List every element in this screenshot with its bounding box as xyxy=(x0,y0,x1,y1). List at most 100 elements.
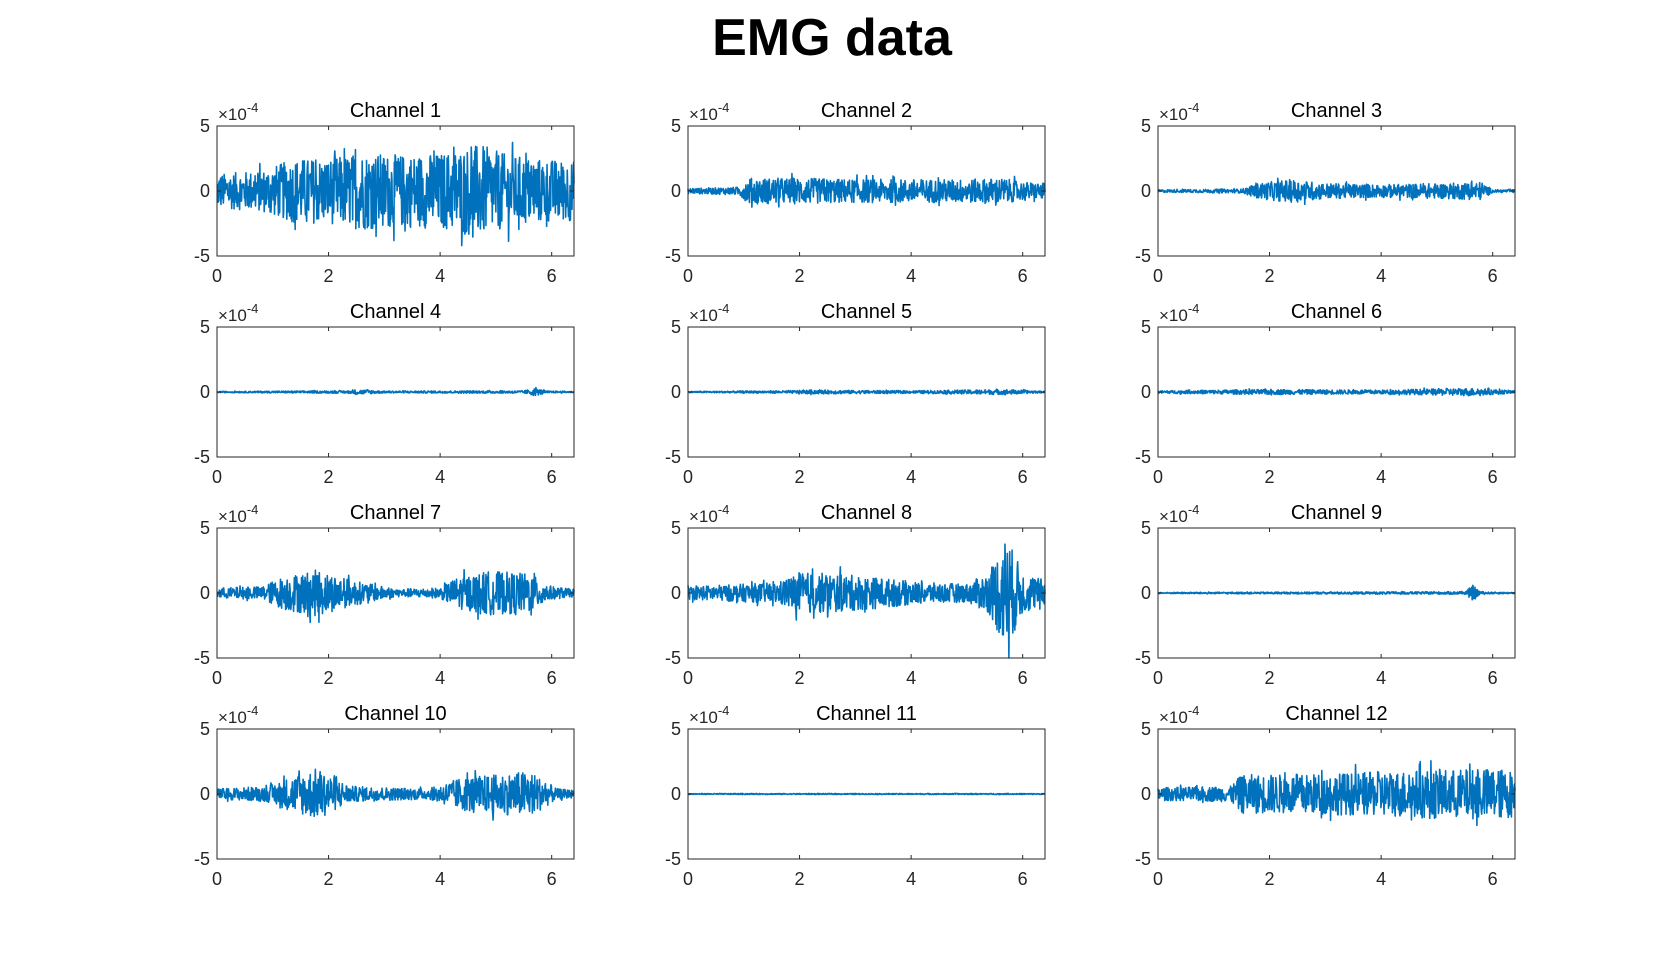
y-tick-label: 5 xyxy=(671,317,681,337)
x-tick-label: 6 xyxy=(1488,266,1498,286)
signal-line xyxy=(216,568,575,624)
x-tick-label: 0 xyxy=(1153,467,1163,487)
y-exponent-label: ×10-4 xyxy=(689,100,729,124)
x-tick-label: 0 xyxy=(683,869,693,889)
y-tick-label: 0 xyxy=(200,382,210,402)
y-exponent-label: ×10-4 xyxy=(218,100,258,124)
x-tick-label: 2 xyxy=(1265,266,1275,286)
x-tick-label: 6 xyxy=(1018,869,1028,889)
y-tick-label: -5 xyxy=(1135,849,1151,869)
y-tick-label: -5 xyxy=(1135,447,1151,467)
subplot-title: Channel 4 xyxy=(350,301,441,323)
subplot-2: 0 2 4 6-505×10-4 Channel 2 xyxy=(665,100,1046,286)
y-tick-label: 5 xyxy=(200,116,210,136)
y-tick-label: 5 xyxy=(200,719,210,739)
subplot-4: 0 2 4 6-505×10-4 Channel 4 xyxy=(194,301,575,487)
y-exponent-power: -4 xyxy=(1188,703,1200,718)
signal-line xyxy=(216,386,575,397)
x-tick-label: 2 xyxy=(324,467,334,487)
y-exponent-label: ×10-4 xyxy=(218,301,258,325)
x-tick-label: 4 xyxy=(1376,668,1386,688)
signal-line xyxy=(1157,177,1516,206)
subplot-title: Channel 7 xyxy=(350,502,441,524)
subplot-title: Channel 9 xyxy=(1291,502,1382,524)
y-tick-label: 5 xyxy=(200,518,210,538)
x-tick-label: 4 xyxy=(906,266,916,286)
x-tick-label: 0 xyxy=(683,668,693,688)
x-tick-label: 6 xyxy=(547,467,557,487)
subplot-title: Channel 10 xyxy=(344,703,446,725)
x-tick-label: 0 xyxy=(1153,668,1163,688)
y-exponent-power: -4 xyxy=(1188,100,1200,115)
subplot-title: Channel 11 xyxy=(816,703,917,725)
y-tick-label: -5 xyxy=(194,246,210,266)
x-tick-label: 6 xyxy=(1488,668,1498,688)
figure-title: EMG data xyxy=(712,9,952,67)
signal-line xyxy=(687,172,1046,208)
subplot-6: 0 2 4 6-505×10-4 Channel 6 xyxy=(1135,301,1516,487)
signal-line xyxy=(1157,387,1516,397)
y-tick-label: 5 xyxy=(200,317,210,337)
x-tick-label: 0 xyxy=(212,869,222,889)
signal-line xyxy=(687,388,1046,396)
x-tick-label: 2 xyxy=(1265,467,1275,487)
x-tick-label: 6 xyxy=(1488,467,1498,487)
y-tick-label: 5 xyxy=(671,719,681,739)
x-tick-label: 2 xyxy=(324,266,334,286)
y-exponent-power: -4 xyxy=(1188,301,1200,316)
y-exponent-power: -4 xyxy=(718,502,730,517)
y-exponent-label: ×10-4 xyxy=(689,502,729,526)
subplot-9: 0 2 4 6-505×10-4 Channel 9 xyxy=(1135,502,1516,688)
subplot-11: 0 2 4 6-505×10-4 Channel 11 xyxy=(665,703,1046,889)
x-tick-label: 4 xyxy=(435,869,445,889)
x-tick-label: 4 xyxy=(1376,467,1386,487)
y-tick-label: 0 xyxy=(671,583,681,603)
x-tick-label: 6 xyxy=(547,869,557,889)
signal-line xyxy=(687,543,1046,659)
y-exponent-power: -4 xyxy=(247,502,259,517)
y-tick-label: 5 xyxy=(1141,116,1151,136)
y-tick-label: -5 xyxy=(194,648,210,668)
subplot-title: Channel 6 xyxy=(1291,301,1382,323)
x-tick-label: 4 xyxy=(906,869,916,889)
y-exponent-label: ×10-4 xyxy=(689,703,729,727)
y-tick-label: 0 xyxy=(671,382,681,402)
y-tick-label: 0 xyxy=(671,784,681,804)
x-tick-label: 6 xyxy=(1018,266,1028,286)
y-tick-label: 0 xyxy=(1141,583,1151,603)
x-tick-label: 4 xyxy=(435,668,445,688)
y-exponent-power: -4 xyxy=(1188,502,1200,517)
signal-line xyxy=(1157,584,1516,601)
x-tick-label: 6 xyxy=(547,266,557,286)
x-tick-label: 0 xyxy=(1153,266,1163,286)
y-exponent-label: ×10-4 xyxy=(1159,703,1199,727)
y-tick-label: -5 xyxy=(194,447,210,467)
x-tick-label: 6 xyxy=(1018,467,1028,487)
x-tick-label: 6 xyxy=(1488,869,1498,889)
y-exponent-label: ×10-4 xyxy=(1159,301,1199,325)
x-tick-label: 2 xyxy=(795,266,805,286)
y-tick-label: 5 xyxy=(671,518,681,538)
signal-line xyxy=(1157,759,1516,827)
x-tick-label: 0 xyxy=(212,266,222,286)
subplot-title: Channel 8 xyxy=(821,502,912,524)
y-tick-label: 0 xyxy=(1141,382,1151,402)
y-tick-label: 5 xyxy=(1141,719,1151,739)
subplot-1: 0 2 4 6-505×10-4 Channel 1 xyxy=(194,100,575,286)
subplot-10: 0 2 4 6-505×10-4 Channel 10 xyxy=(194,703,575,889)
y-exponent-power: -4 xyxy=(718,301,730,316)
x-tick-label: 4 xyxy=(435,467,445,487)
subplot-title: Channel 5 xyxy=(821,301,912,323)
subplot-title: Channel 12 xyxy=(1285,703,1387,725)
y-tick-label: -5 xyxy=(665,849,681,869)
x-tick-label: 0 xyxy=(1153,869,1163,889)
subplot-5: 0 2 4 6-505×10-4 Channel 5 xyxy=(665,301,1046,487)
y-tick-label: -5 xyxy=(665,246,681,266)
x-tick-label: 2 xyxy=(324,869,334,889)
y-tick-label: 5 xyxy=(1141,317,1151,337)
y-tick-label: -5 xyxy=(665,447,681,467)
y-exponent-label: ×10-4 xyxy=(218,703,258,727)
x-tick-label: 2 xyxy=(795,467,805,487)
